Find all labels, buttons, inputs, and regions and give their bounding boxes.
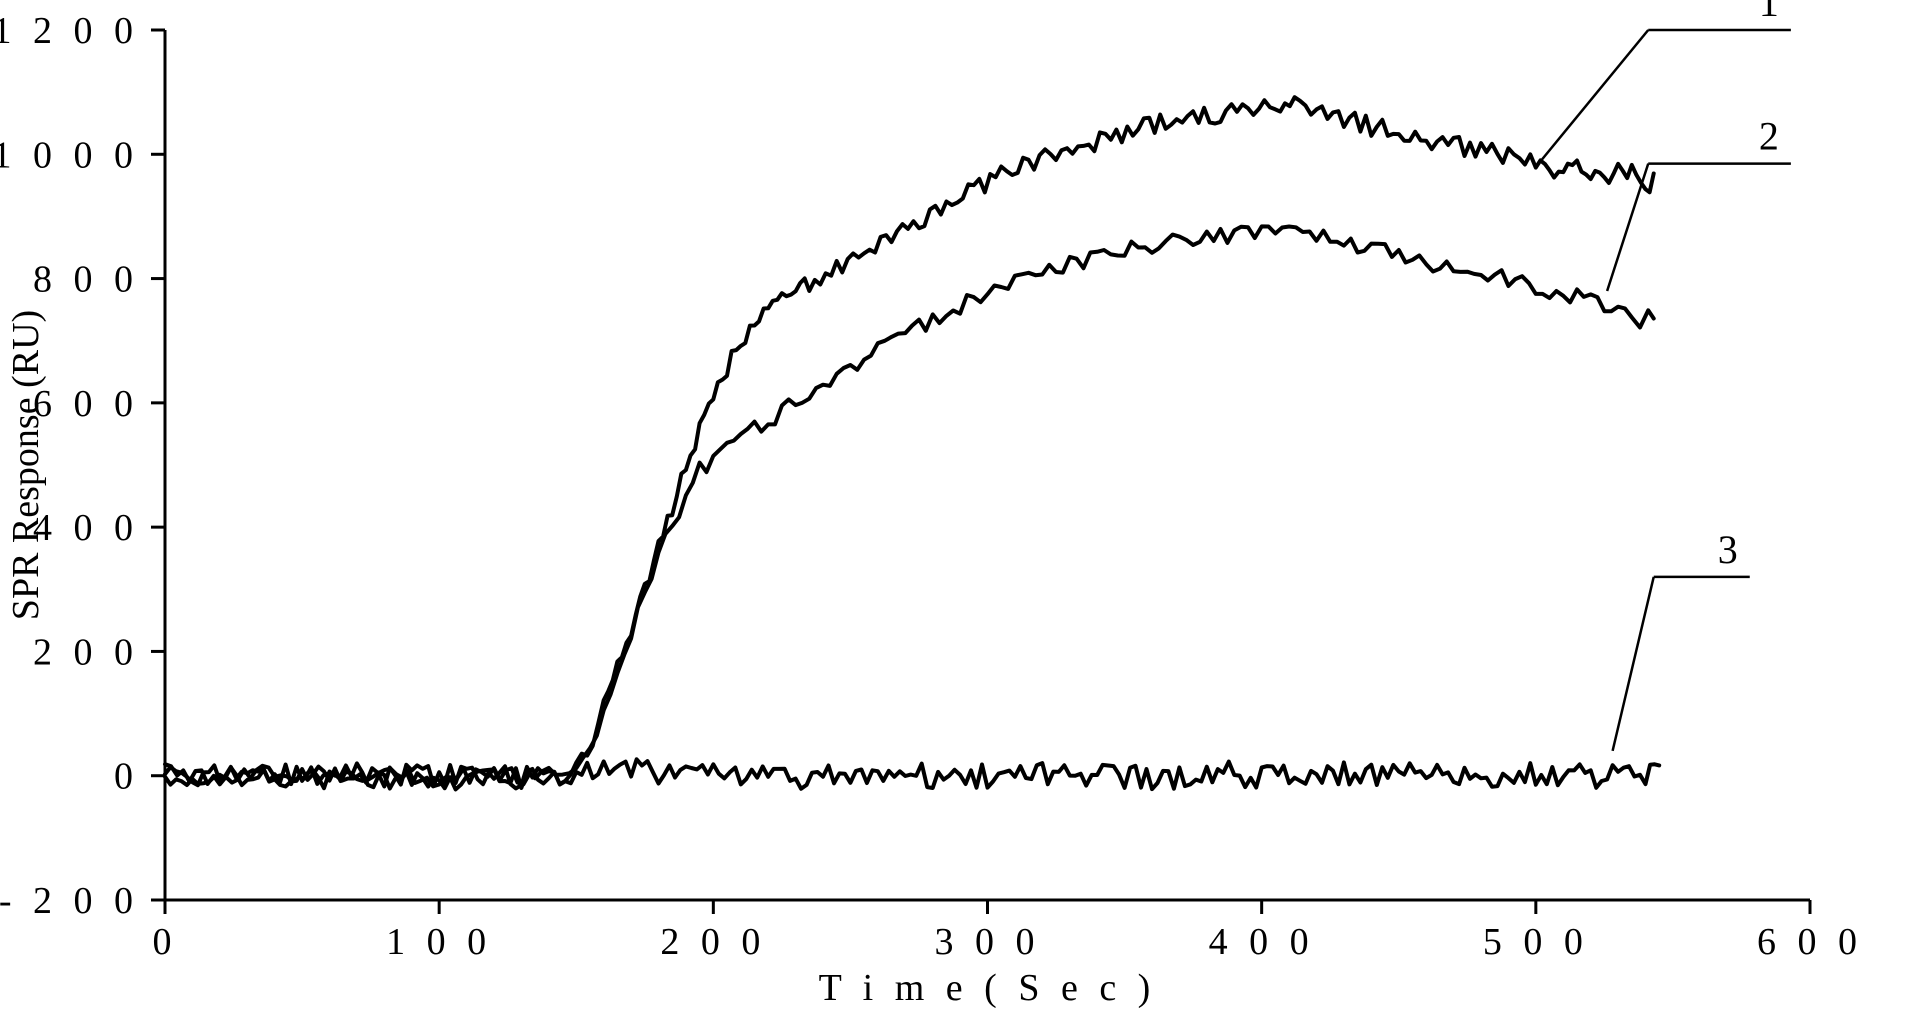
spr-sensorgram-chart: 0 1 0 0 2 0 0 3 0 0 4 0 0 5 0 0 6 0 0 - 2 0 0 0 2…: [0, 0, 1928, 1033]
x-tick-label: 2 0 0: [660, 921, 766, 963]
y-tick-label: 4 0 0: [33, 507, 139, 549]
y-tick-label: 1 2 0 0: [0, 10, 139, 52]
y-tick-label: 0: [114, 756, 139, 798]
series-callout-leader: [1607, 164, 1648, 291]
series-callout-label: 1: [1759, 0, 1779, 25]
y-axis-label: SPR Response (RU): [5, 310, 47, 620]
series-callout-label: 3: [1718, 527, 1738, 572]
x-tick-label: 3 0 0: [935, 921, 1041, 963]
x-tick-label: 5 0 0: [1483, 921, 1589, 963]
x-tick-label: 4 0 0: [1209, 921, 1315, 963]
series-callout-label: 2: [1759, 114, 1779, 159]
y-tick-label: 8 0 0: [33, 259, 139, 301]
trace-1: [165, 97, 1654, 789]
trace-2: [165, 226, 1654, 786]
y-tick-label: - 2 0 0: [0, 880, 139, 922]
x-axis-label: T i m e ( S e c ): [819, 967, 1157, 1009]
y-tick-label: 6 0 0: [33, 383, 139, 425]
y-tick-label: 2 0 0: [33, 631, 139, 673]
x-tick-label: 0: [153, 921, 178, 963]
series-callout-leader: [1613, 577, 1654, 751]
chart-svg: 0 1 0 0 2 0 0 3 0 0 4 0 0 5 0 0 6 0 0 - 2 0 0 0 2…: [0, 0, 1928, 1033]
x-tick-label: 1 0 0: [386, 921, 492, 963]
series-callout-leader: [1539, 30, 1649, 164]
x-tick-label: 6 0 0: [1757, 921, 1863, 963]
y-tick-label: 1 0 0 0: [0, 134, 139, 176]
